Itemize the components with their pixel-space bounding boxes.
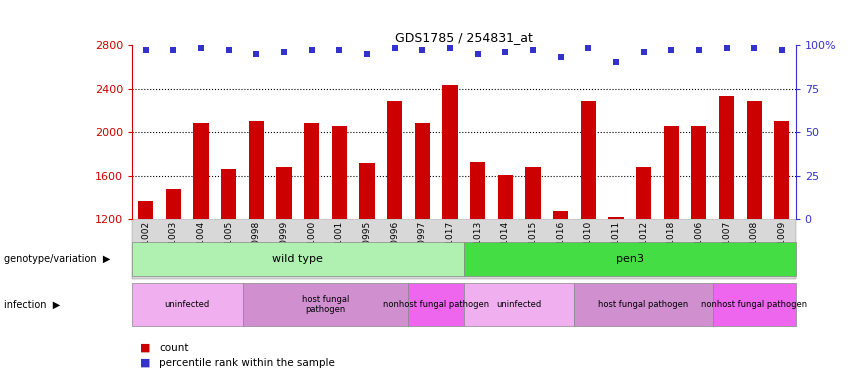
Point (388, 45, 402, 51)
Point (360, 51, 374, 57)
Bar (277, 167, 292, 219)
Point (554, 54, 568, 60)
Text: host fungal
pathogen: host fungal pathogen (302, 295, 349, 314)
Point (499, 49, 512, 55)
Text: nonhost fungal pathogen: nonhost fungal pathogen (383, 300, 489, 309)
Bar (443, 86, 458, 219)
Bar (525, 167, 540, 219)
Bar (608, 217, 624, 219)
Text: infection  ▶: infection ▶ (4, 300, 60, 310)
Bar (774, 121, 790, 219)
Bar (636, 167, 651, 219)
Bar (304, 123, 319, 219)
Bar (580, 100, 596, 219)
Point (471, 51, 484, 57)
Point (609, 60, 623, 66)
Bar (470, 162, 485, 219)
Bar (498, 175, 513, 219)
Text: pen3: pen3 (616, 254, 643, 264)
Title: GDS1785 / 254831_at: GDS1785 / 254831_at (395, 31, 533, 44)
Text: count: count (159, 343, 189, 353)
Bar (746, 100, 762, 219)
Point (167, 47, 180, 53)
Point (277, 49, 291, 55)
Text: host fungal pathogen: host fungal pathogen (598, 300, 688, 309)
Text: nonhost fungal pathogen: nonhost fungal pathogen (701, 300, 808, 309)
Point (581, 45, 595, 51)
Text: uninfected: uninfected (496, 300, 542, 309)
Text: ■: ■ (140, 343, 151, 353)
Text: wild type: wild type (272, 254, 323, 264)
Point (775, 47, 789, 53)
Point (747, 45, 761, 51)
Point (637, 49, 650, 55)
Text: ■: ■ (140, 358, 151, 368)
Bar (691, 126, 706, 219)
Point (720, 45, 734, 51)
Bar (387, 100, 403, 219)
Point (692, 47, 705, 53)
Point (665, 47, 678, 53)
Bar (138, 201, 153, 219)
Bar (359, 163, 374, 219)
Point (526, 47, 540, 53)
Point (415, 47, 429, 53)
Bar (553, 211, 568, 219)
Bar (332, 126, 347, 219)
Text: percentile rank within the sample: percentile rank within the sample (159, 358, 335, 368)
Point (222, 47, 236, 53)
Point (333, 47, 346, 53)
Bar (221, 169, 237, 219)
Text: genotype/variation  ▶: genotype/variation ▶ (4, 254, 111, 264)
Bar (193, 123, 208, 219)
Bar (414, 123, 430, 219)
Point (443, 45, 457, 51)
Point (194, 45, 208, 51)
Bar (664, 126, 679, 219)
Text: uninfected: uninfected (164, 300, 210, 309)
Bar (719, 96, 734, 219)
Bar (166, 189, 181, 219)
Bar (248, 121, 264, 219)
Point (305, 47, 318, 53)
Point (249, 51, 263, 57)
Point (139, 47, 152, 53)
